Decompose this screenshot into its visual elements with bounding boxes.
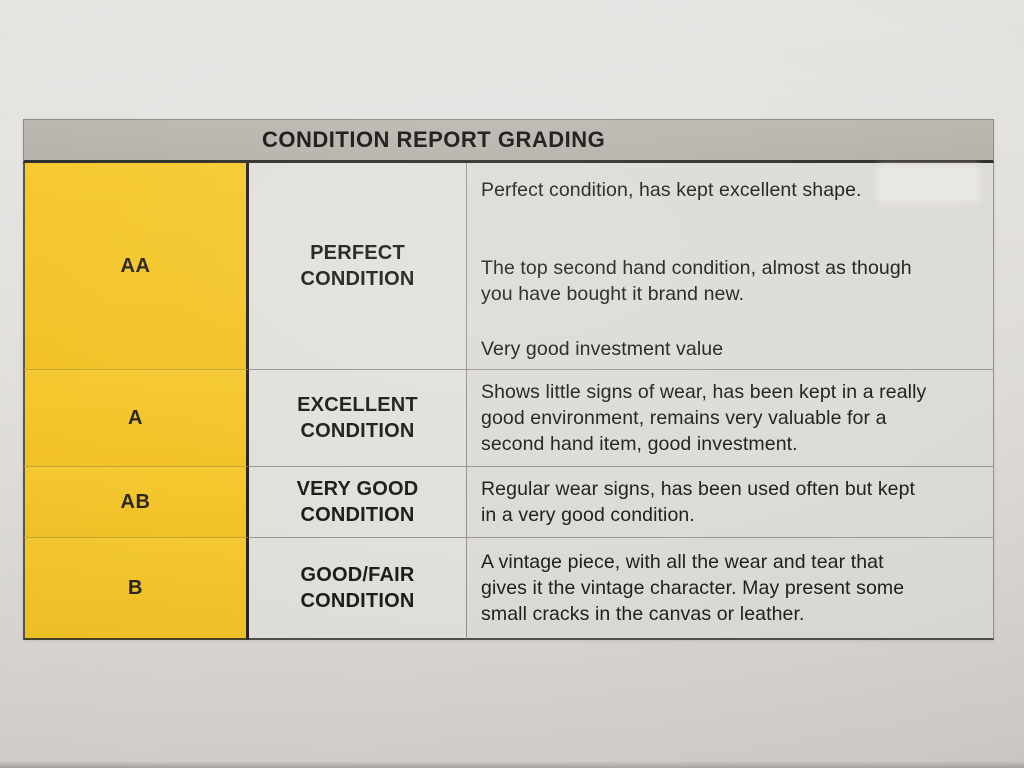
description-paragraph: Perfect condition, has kept excellent sh…: [481, 179, 862, 201]
table-row-b: B GOOD/FAIR CONDITION A vintage piece, w…: [23, 537, 994, 640]
grade-text: AB: [120, 490, 151, 513]
description-cell-aa: Perfect condition, has kept excellent sh…: [467, 163, 994, 369]
paper-bottom-edge: [0, 761, 1024, 768]
table-title: CONDITION REPORT GRADING: [262, 127, 606, 152]
grade-cell-a: A: [23, 369, 249, 466]
grade-cell-b: B: [23, 537, 249, 640]
description-cell-ab: Regular wear signs, has been used often …: [467, 466, 994, 537]
description-paragraph: Regular wear signs, has been used often …: [481, 478, 916, 526]
description-paragraph: The top second hand condition, almost as…: [481, 257, 912, 305]
description-paragraph: A vintage piece, with all the wear and t…: [481, 551, 905, 625]
whiteout-patch: [881, 169, 977, 199]
grade-text: AA: [120, 254, 151, 277]
table-row-aa: AA PERFECT CONDITION Perfect condition, …: [23, 163, 994, 369]
grade-cell-ab: AB: [23, 466, 249, 537]
grade-text: B: [128, 576, 143, 599]
condition-label-cell-b: GOOD/FAIR CONDITION: [249, 537, 467, 640]
description-paragraph: Shows little signs of wear, has been kep…: [481, 381, 927, 455]
description-cell-a: Shows little signs of wear, has been kep…: [467, 369, 994, 466]
table-row-ab: AB VERY GOOD CONDITION Regular wear sign…: [23, 466, 994, 537]
grade-cell-aa: AA: [23, 163, 249, 369]
condition-label-cell-ab: VERY GOOD CONDITION: [249, 466, 467, 537]
description-paragraph: Very good investment value: [481, 338, 724, 360]
grade-text: A: [128, 406, 143, 429]
description-cell-b: A vintage piece, with all the wear and t…: [467, 537, 994, 640]
condition-label-cell-aa: PERFECT CONDITION: [249, 163, 467, 369]
condition-label-cell-a: EXCELLENT CONDITION: [249, 369, 467, 466]
table-row-a: A EXCELLENT CONDITION Shows little signs…: [23, 369, 994, 466]
table-header: CONDITION REPORT GRADING: [23, 119, 994, 163]
condition-grading-table: CONDITION REPORT GRADING AA PERFECT COND…: [23, 119, 994, 640]
